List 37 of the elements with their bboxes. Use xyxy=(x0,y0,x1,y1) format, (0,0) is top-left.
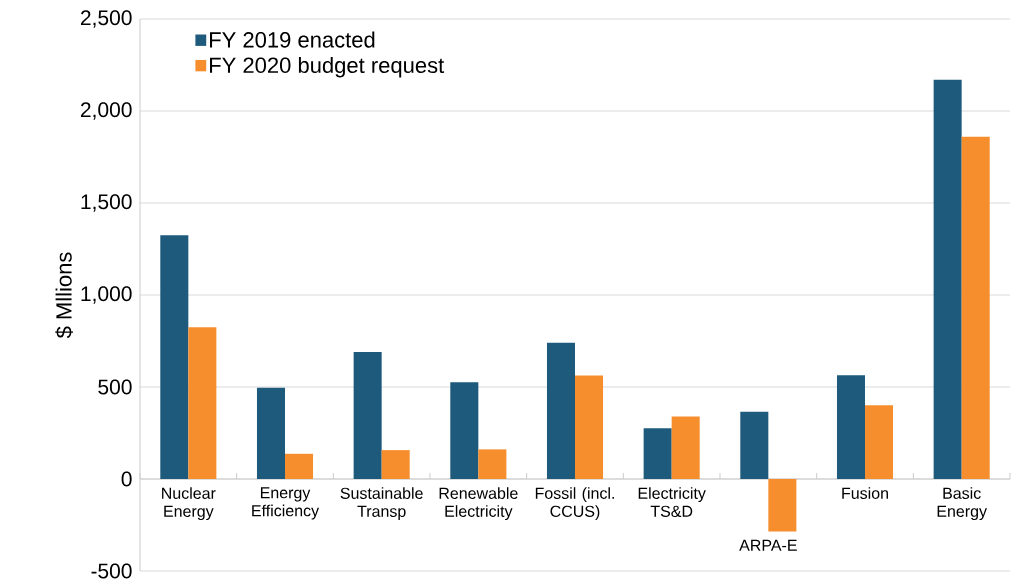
y-axis-title: $ Mllions xyxy=(55,252,74,339)
bar xyxy=(381,450,410,479)
bar xyxy=(285,453,314,479)
x-tick-label: Fusion xyxy=(842,487,888,499)
y-tick-label: 2,000 xyxy=(80,102,132,120)
bar xyxy=(353,352,382,479)
bar xyxy=(768,479,797,532)
bar xyxy=(836,375,865,479)
bar xyxy=(865,405,894,479)
y-tick-label: 0 xyxy=(121,471,132,487)
bar xyxy=(643,428,672,479)
x-tick-label: ARPA-E xyxy=(739,539,797,551)
bar xyxy=(478,449,507,479)
bar xyxy=(575,375,604,479)
bar xyxy=(933,79,962,479)
x-tick-label: Sustainable Transp xyxy=(340,487,423,521)
x-tick-label: Nuclear Energy xyxy=(162,487,216,521)
y-tick-label: 1,000 xyxy=(81,286,132,304)
bar xyxy=(256,387,285,479)
bar xyxy=(160,235,189,479)
bar xyxy=(671,416,700,479)
x-tick-label: Energy Efficiency xyxy=(252,487,320,520)
y-tick-label: 2,500 xyxy=(80,10,132,28)
bar xyxy=(450,382,479,479)
x-tick-label: Renewable Electricity xyxy=(439,487,518,521)
bar xyxy=(961,136,990,479)
y-tick-label: 1,500 xyxy=(81,194,132,212)
x-tick-label: Fossil (incl. CCUS) xyxy=(535,487,614,521)
x-tick-label: Electricity TS&D xyxy=(638,487,706,517)
bar xyxy=(546,342,575,479)
legend-label: FY 2020 budget request xyxy=(210,56,445,78)
y-tick-label: -500 xyxy=(91,563,132,579)
bar xyxy=(188,327,217,479)
legend-label: FY 2019 enacted xyxy=(210,31,375,48)
y-tick-label: 500 xyxy=(98,379,132,395)
x-tick-label: Basic Energy xyxy=(937,487,987,521)
bar xyxy=(740,411,769,479)
